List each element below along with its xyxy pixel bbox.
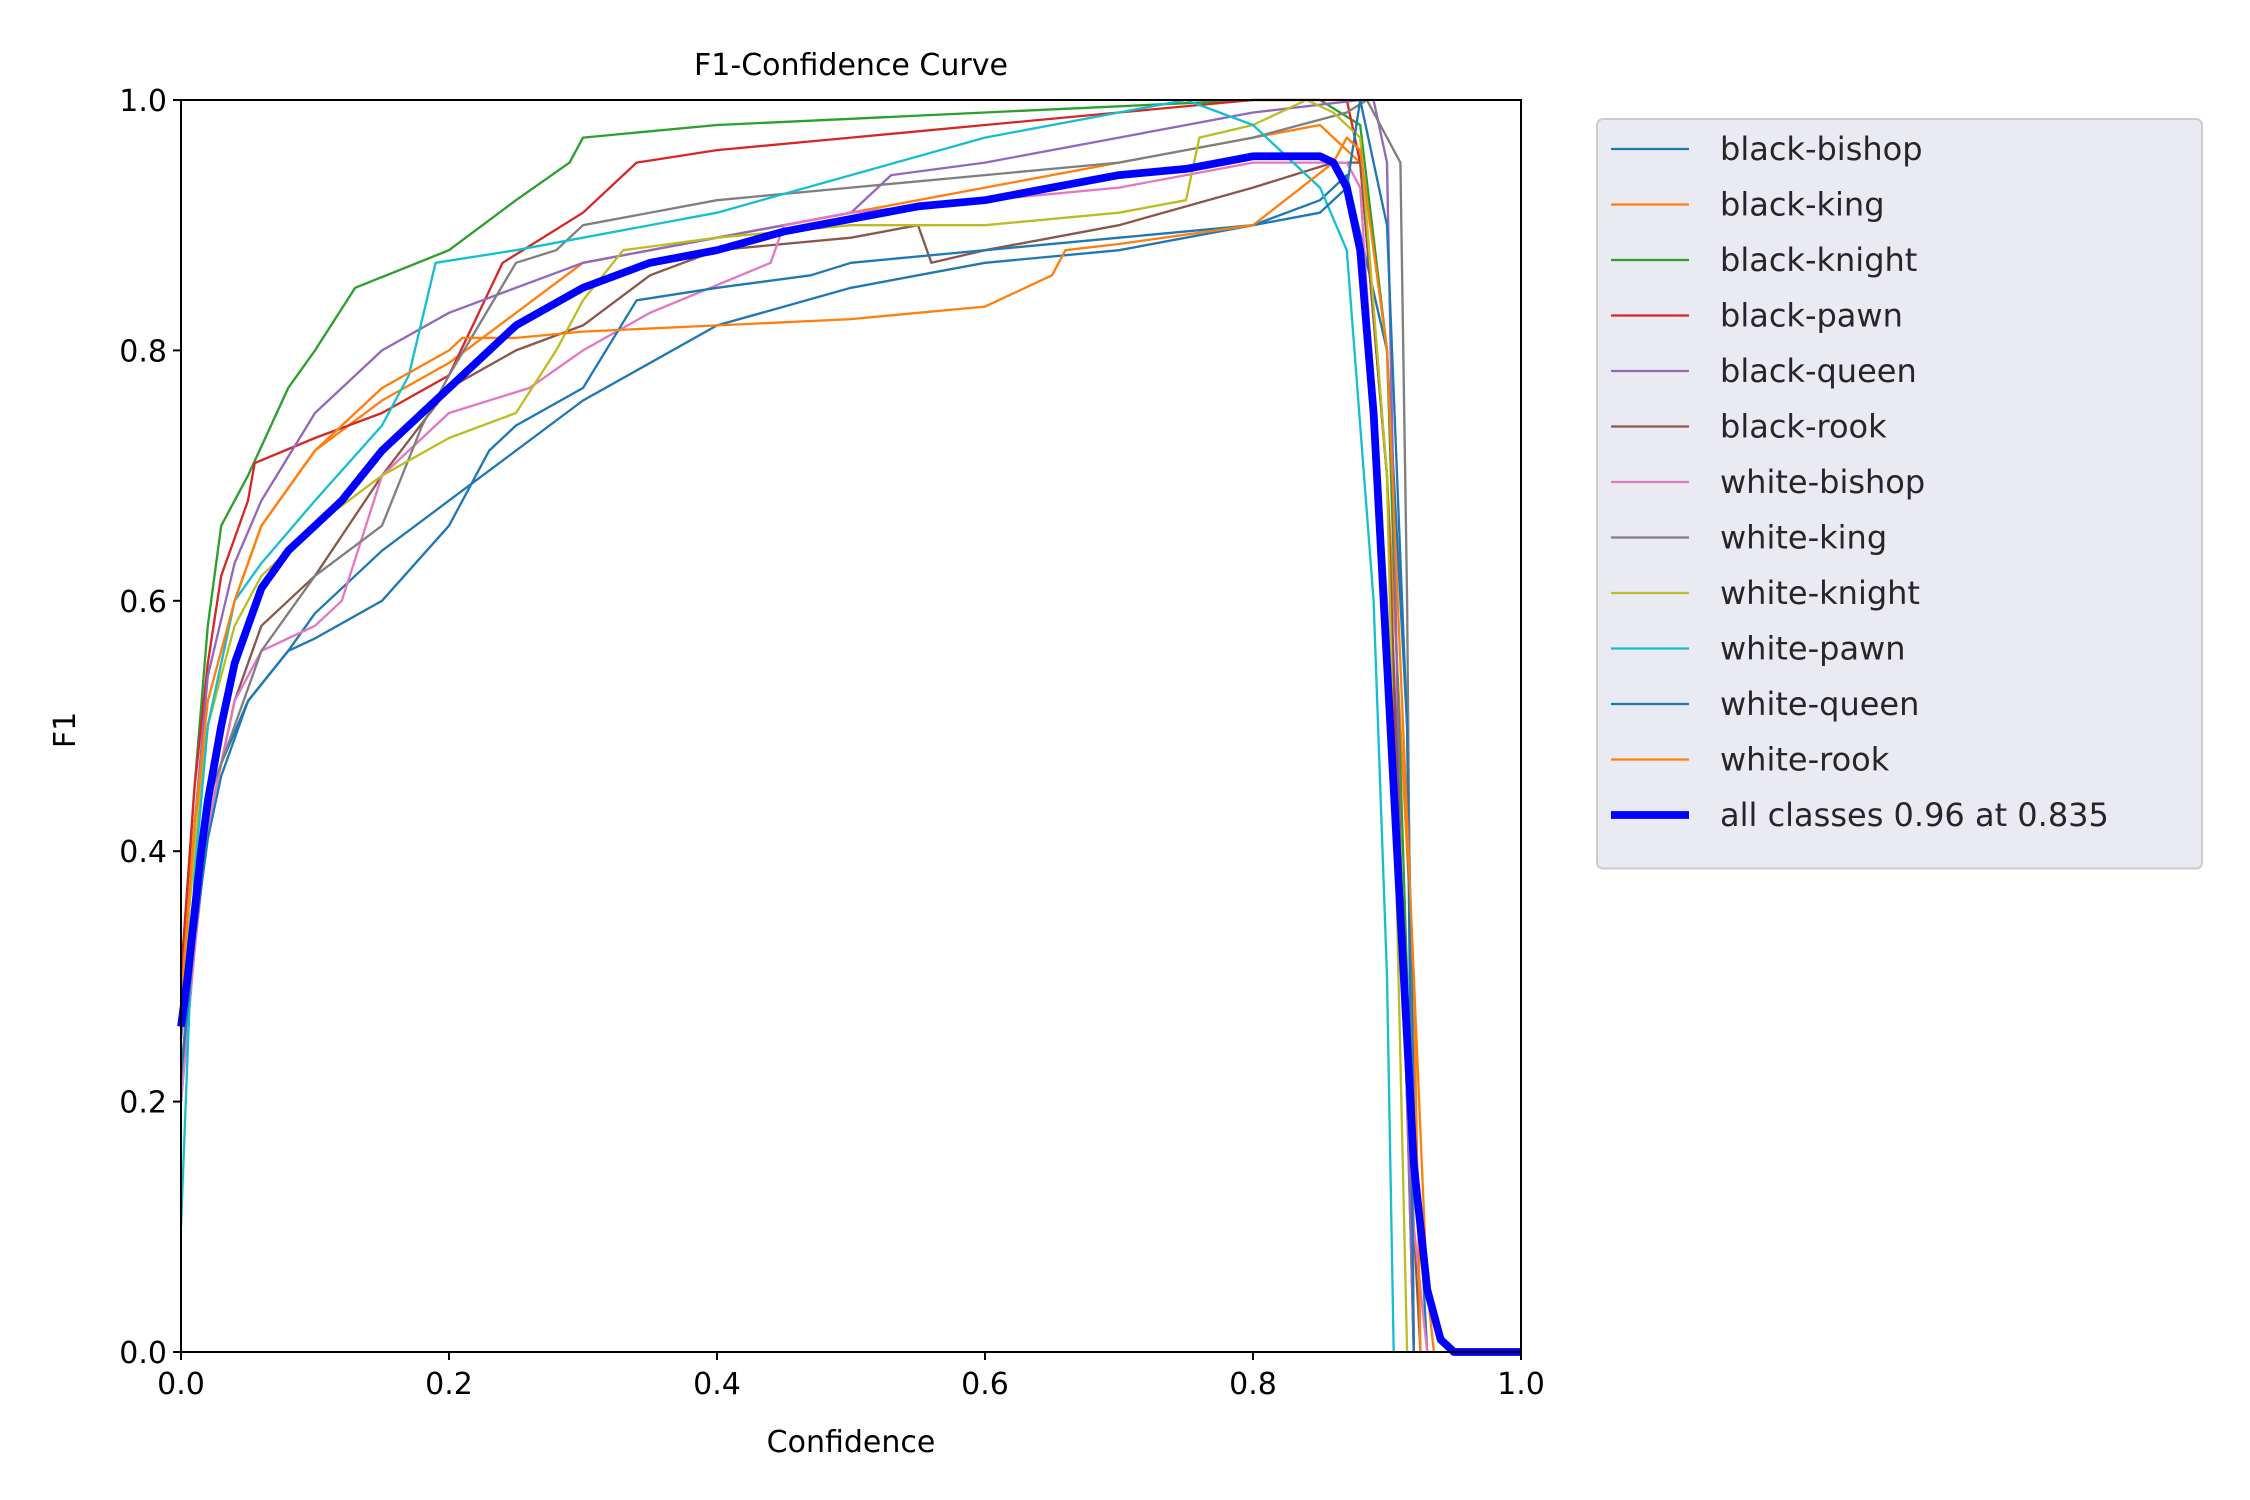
x-tick-label: 0.6 [961, 1367, 1009, 1402]
legend-box [1596, 118, 2203, 870]
y-tick-label: 0.8 [119, 334, 167, 369]
x-tick-label: 1.0 [1497, 1367, 1545, 1402]
series-line-black-rook [179, 161, 1422, 1353]
series-line-white-rook [179, 136, 1422, 1353]
series-line-all [177, 152, 1521, 1356]
series-line-black-knight [179, 98, 1415, 1353]
legend-label: white-queen [1720, 685, 1919, 723]
x-tick-label: 0.0 [157, 1367, 205, 1402]
legend-label: black-knight [1720, 241, 1917, 279]
legend-label: black-pawn [1720, 297, 1903, 335]
y-tick-label: 1.0 [119, 84, 167, 119]
legend-label: black-rook [1720, 408, 1887, 446]
y-axis-label: F1 [48, 712, 83, 748]
legend-label: white-knight [1720, 574, 1920, 612]
legend-label: black-king [1720, 186, 1885, 224]
series-line-white-queen [179, 98, 1415, 1353]
legend-label: white-bishop [1720, 463, 1925, 501]
series-line-black-pawn [179, 98, 1415, 1353]
series-line-white-bishop [179, 161, 1429, 1353]
x-tick-label: 0.8 [1229, 1367, 1277, 1402]
legend-label: all classes 0.96 at 0.835 [1720, 796, 2109, 834]
y-axis: 0.0 0.2 0.4 0.6 0.8 1.0 [119, 84, 181, 1371]
chart-title: F1-Confidence Curve [694, 48, 1008, 83]
y-tick-label: 0.6 [119, 585, 167, 620]
x-tick-label: 0.4 [693, 1367, 741, 1402]
legend-label: white-pawn [1720, 630, 1906, 668]
y-tick-label: 0.4 [119, 835, 167, 870]
x-tick-label: 0.2 [425, 1367, 473, 1402]
legend-label: black-queen [1720, 352, 1917, 390]
series-line-white-king [179, 98, 1415, 1353]
series-line-black-queen [179, 98, 1415, 1353]
legend-label: white-rook [1720, 741, 1890, 779]
x-axis-label: Confidence [767, 1425, 936, 1460]
series-line-black-bishop [179, 173, 1429, 1353]
series-line-white-pawn [179, 98, 1395, 1353]
plot-lines [177, 98, 1521, 1356]
series-line-white-knight [179, 98, 1409, 1353]
plot-frame [180, 99, 1522, 1353]
legend: black-bishop black-king black-knight black-… [1596, 118, 2203, 870]
y-tick-label: 0.0 [119, 1336, 167, 1371]
legend-label: black-bishop [1720, 130, 1923, 168]
y-tick-label: 0.2 [119, 1086, 167, 1121]
series-line-black-king [179, 123, 1436, 1353]
legend-label: white-king [1720, 519, 1887, 557]
x-axis: 0.0 0.2 0.4 0.6 0.8 1.0 [157, 1352, 1545, 1402]
